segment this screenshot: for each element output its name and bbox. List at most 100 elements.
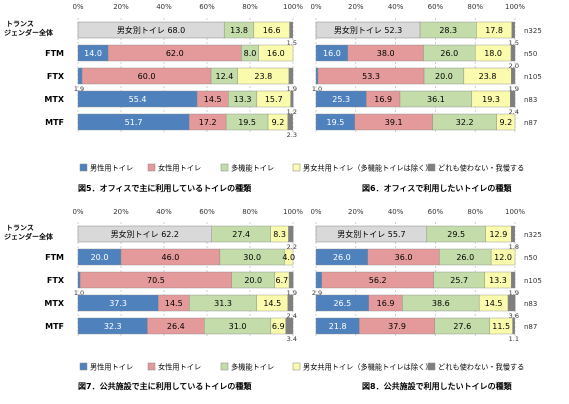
fig5-data-label: 14.5	[204, 95, 222, 104]
fig7-data-label: 2.4	[287, 312, 297, 320]
legend-label-1: どれも使わない・我慢する	[438, 164, 524, 173]
fig8-data-label: 27.6	[453, 322, 471, 331]
fig5-bar-segment	[258, 44, 294, 62]
legend-label-2: 男女共用トイレ（多機能トイレは除く）	[303, 363, 432, 372]
fig7-data-label: 2.2	[287, 243, 297, 251]
fig6-n-label: n105	[524, 73, 542, 81]
fig8-data-label: 26.0	[456, 253, 474, 262]
fig7-data-label: 32.3	[104, 322, 122, 331]
fig5-data-label: 1.2	[287, 108, 297, 116]
fig7-category-label: トランス	[6, 224, 34, 232]
fig7-x-tick: 60%	[199, 208, 215, 216]
fig6-bar-segment	[315, 67, 319, 85]
fig7-bar-segment	[285, 317, 294, 335]
fig5-category-label: MTF	[45, 118, 64, 127]
fig8-n-label: n50	[524, 254, 537, 262]
fig5-data-label: 12.4	[216, 72, 234, 81]
fig8-data-label: 16.9	[377, 299, 395, 308]
fig8-data-label: 12.0	[494, 253, 512, 262]
fig8-x-tick: 60%	[428, 208, 444, 216]
fig7-bar-segment	[288, 271, 294, 289]
fig6-bar-segment	[510, 90, 516, 108]
fig6-data-label: 23.8	[479, 72, 497, 81]
fig7-data-label: 1.9	[287, 289, 297, 297]
fig8-n-label: n325	[524, 231, 542, 239]
fig5-data-label: 23.8	[254, 72, 272, 81]
fig7-bar-label: 男女別トイレ 62.2	[111, 229, 179, 239]
fig6-x-tick: 100%	[505, 3, 525, 11]
fig8-x-tick: 40%	[388, 208, 404, 216]
legend-swatch-1	[292, 163, 301, 172]
fig5-data-label: 17.2	[199, 118, 217, 127]
legend-swatch-2	[79, 362, 88, 371]
fig6-data-label: 18.0	[484, 49, 502, 58]
fig7-data-label: 6.9	[272, 322, 285, 331]
fig8-data-label: 26.0	[333, 253, 351, 262]
fig8-data-label: 12.9	[489, 230, 507, 239]
fig7-x-tick: 0%	[72, 208, 83, 216]
fig5-data-label: 16.6	[263, 26, 281, 35]
fig6-data-label: 32.2	[456, 118, 474, 127]
fig5-category-label: FTM	[45, 49, 64, 58]
fig6-data-label: 9.2	[499, 118, 512, 127]
fig8-bar-segment	[511, 271, 516, 289]
fig5-x-tick: 100%	[283, 3, 303, 11]
fig5-data-label: 9.2	[272, 118, 285, 127]
fig8-data-label: 26.5	[333, 299, 351, 308]
fig7-data-label: 6.7	[276, 276, 289, 285]
fig6-bar-segment	[511, 67, 516, 85]
fig8-data-label: 37.9	[388, 322, 406, 331]
fig5-data-label: 2.3	[287, 131, 297, 139]
fig8-n-label: n83	[524, 300, 537, 308]
fig5-x-tick: 60%	[199, 3, 215, 11]
fig7-data-label: 14.5	[165, 299, 183, 308]
fig7-category-label: FTX	[47, 276, 65, 285]
fig6-bar-label: 男女別トイレ 52.3	[334, 25, 402, 35]
fig6-data-label: 19.5	[326, 118, 344, 127]
fig6-data-label: 39.1	[385, 118, 403, 127]
fig6-n-label: n83	[524, 96, 537, 104]
fig5-data-label: 13.3	[234, 95, 252, 104]
fig6-bar-segment	[510, 44, 516, 62]
fig8-data-label: 1.8	[509, 243, 519, 251]
legend-swatch-1	[427, 163, 436, 172]
fig8-bar-segment	[315, 271, 322, 289]
fig5-data-label: 60.0	[138, 72, 156, 81]
fig5-data-label: 19.5	[238, 118, 256, 127]
fig6-data-label: 28.3	[439, 26, 457, 35]
legend-swatch-2	[220, 362, 229, 371]
fig7-data-label: 26.4	[167, 322, 185, 331]
fig6-data-label: 19.3	[482, 95, 500, 104]
fig7-data-label: 1.0	[74, 289, 84, 297]
fig7-data-label: 20.0	[244, 276, 262, 285]
fig5-category-label: トランス	[6, 20, 34, 28]
fig7-title: 図7．公共施設で主に利用しているトイレの種類	[78, 381, 252, 391]
fig8-x-tick: 80%	[467, 208, 483, 216]
fig8-bar-label: 男女別トイレ 55.7	[337, 229, 405, 239]
fig5-data-label: 1.9	[287, 85, 297, 93]
fig7-bar-segment	[284, 248, 294, 266]
fig8-bar-segment	[512, 317, 516, 335]
fig7-data-label: 14.5	[263, 299, 281, 308]
fig7-x-tick: 100%	[283, 208, 303, 216]
fig8-x-tick: 20%	[348, 208, 364, 216]
legend-swatch-1	[147, 163, 156, 172]
legend-label-2: 男性用トイレ	[90, 363, 133, 372]
fig8-data-label: 25.7	[450, 276, 468, 285]
fig6-data-label: 2.0	[509, 62, 519, 70]
fig8-x-tick: 100%	[505, 208, 525, 216]
fig5-category-label: MTX	[44, 95, 64, 104]
fig5-data-label: 8.0	[244, 49, 257, 58]
fig7-x-tick: 80%	[242, 208, 258, 216]
fig6-data-label: 20.0	[435, 72, 453, 81]
fig6-title: 図6．オフィスで利用したいトイレの種類	[362, 183, 512, 193]
fig7-data-label: 46.0	[162, 253, 180, 262]
fig6-x-tick: 20%	[348, 3, 364, 11]
fig6-data-label: 16.0	[323, 49, 341, 58]
fig5-data-label: 15.7	[265, 95, 283, 104]
fig7-data-label: 70.5	[147, 276, 165, 285]
fig8-bar-segment	[490, 248, 516, 266]
fig5-x-tick: 40%	[156, 3, 172, 11]
